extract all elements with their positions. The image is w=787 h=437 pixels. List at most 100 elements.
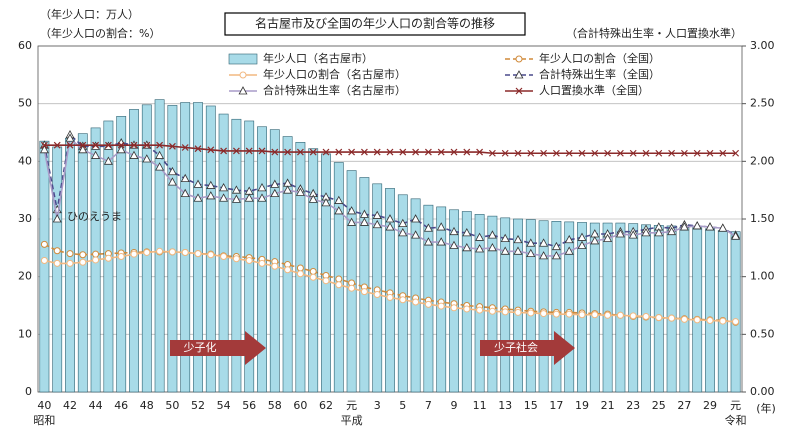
bar [513,218,523,393]
bar [154,99,165,393]
marker [564,246,574,255]
marker [514,308,522,316]
marker [295,187,305,196]
marker [462,242,472,252]
marker [450,304,458,312]
marker [168,142,176,150]
marker [65,133,75,142]
marker [552,149,560,157]
marker [79,251,87,259]
x-tick-label: 46 [114,399,128,412]
y-tick-label: 30 [18,212,32,225]
marker [220,252,228,260]
marker [335,148,343,156]
x-tick-label: 21 [601,399,615,412]
marker [564,234,574,244]
marker [322,148,330,156]
marker [238,86,248,95]
marker [604,311,612,319]
marker [515,55,523,63]
marker [245,147,253,155]
legend-label: 合計特殊出生率（全国） [539,67,660,81]
marker [514,149,522,157]
marker [206,180,216,189]
marker [142,154,152,163]
marker [258,147,266,155]
marker [552,310,560,318]
marker [591,149,599,157]
legend-label: 年少人口の割合（全国） [539,51,660,65]
marker [143,248,151,256]
legend-swatch [228,53,258,65]
marker [436,237,446,246]
marker [194,250,202,258]
marker [66,141,74,149]
x-tick-label: 29 [703,399,717,412]
marker [398,218,408,228]
bar [487,215,498,393]
marker [540,149,548,157]
bar [589,222,600,393]
marker [412,298,420,306]
bar [602,222,613,393]
markers [40,247,740,326]
marker [693,149,701,157]
marker [53,247,61,255]
marker [78,144,88,154]
marker [629,149,637,157]
marker [527,309,535,317]
marker [692,221,702,230]
marker [52,214,62,223]
marker [257,183,267,192]
marker [53,141,61,149]
marker [513,246,523,255]
x-tick-label: 60 [293,399,307,412]
marker [526,238,536,247]
marker [167,166,177,176]
marker [449,226,459,236]
marker [117,141,125,149]
marker [475,244,485,253]
marker [373,148,381,156]
marker [244,193,254,202]
marker [642,149,650,157]
bar [679,226,690,393]
marker [655,149,663,157]
marker [680,149,688,157]
marker [449,240,459,249]
marker [732,149,740,157]
bar [705,228,715,393]
marker [616,311,624,319]
marker [156,141,164,149]
marker [398,228,408,237]
marker [616,149,624,157]
marker [92,250,100,258]
marker [527,149,535,157]
marker [655,314,663,322]
arrow: 少子化 [170,331,266,365]
marker [436,222,446,231]
x-tick-label: 11 [473,399,487,412]
marker [668,149,676,157]
marker [117,252,125,260]
marker [92,256,100,264]
marker [476,148,484,156]
marker [386,148,394,156]
marker [680,315,688,323]
marker [271,262,279,270]
marker [40,240,48,248]
marker [245,257,253,265]
annotation: ひのえうま [67,210,122,223]
annotation: 少子社会 [494,340,538,354]
marker [257,193,267,202]
marker [551,251,561,260]
marker [156,247,164,255]
marker [615,229,625,238]
marker [220,147,228,155]
x-tick-label: 25 [652,399,666,412]
bar [653,225,664,393]
x-tick-label: 62 [319,399,333,412]
marker [399,148,407,156]
marker [578,149,586,157]
